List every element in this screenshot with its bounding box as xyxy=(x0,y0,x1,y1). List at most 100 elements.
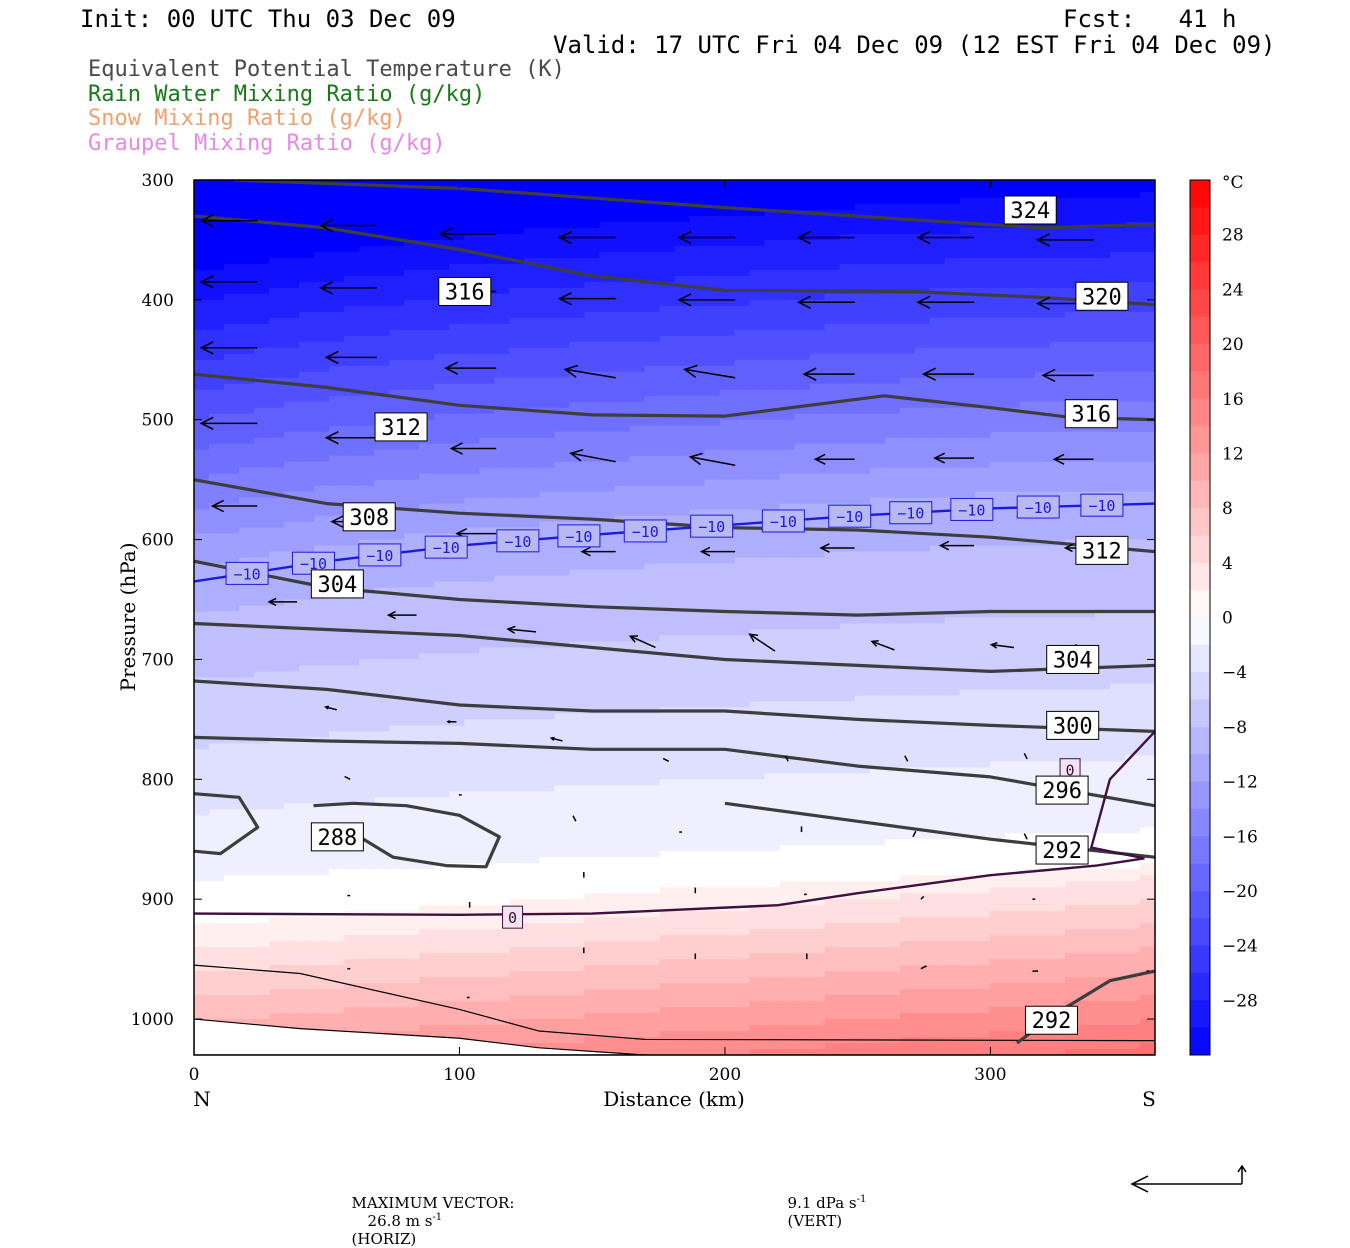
temperature-cell xyxy=(494,233,510,241)
temperature-cell xyxy=(674,851,691,858)
temperature-cell xyxy=(389,593,405,601)
temperature-cell xyxy=(539,293,555,301)
temperature-cell xyxy=(389,647,405,655)
temperature-cell xyxy=(239,893,255,900)
temperature-cell xyxy=(389,239,405,247)
temperature-cell xyxy=(299,431,315,439)
temperature-cell xyxy=(209,869,225,876)
temperature-cell xyxy=(209,389,225,397)
temperature-cell xyxy=(539,533,555,541)
temperature-cell xyxy=(284,989,300,996)
temperature-cell xyxy=(629,929,646,936)
temperature-cell xyxy=(329,941,345,948)
temperature-cell xyxy=(689,917,706,924)
temperature-cell xyxy=(374,587,390,595)
temperature-cell xyxy=(599,293,616,301)
temperature-cell xyxy=(359,335,375,343)
temperature-cell xyxy=(194,437,210,445)
temperature-cell xyxy=(254,689,270,697)
temperature-cell xyxy=(614,287,631,295)
temperature-cell xyxy=(449,251,465,259)
temperature-cell xyxy=(434,491,450,499)
temperature-cell xyxy=(329,305,345,313)
temperature-cell xyxy=(524,185,540,193)
temperature-cell xyxy=(554,611,570,619)
temperature-cell xyxy=(599,353,616,361)
temperature-cell xyxy=(584,623,601,631)
temperature-cell xyxy=(524,695,540,703)
temperature-cell xyxy=(314,995,330,1002)
temperature-cell xyxy=(284,539,300,547)
temperature-cell xyxy=(314,461,330,469)
temperature-cell xyxy=(569,809,586,816)
temperature-cell xyxy=(224,587,240,595)
temperature-cell xyxy=(599,1031,616,1038)
temperature-cell xyxy=(539,1043,555,1050)
temperature-cell xyxy=(434,953,450,960)
temperature-cell xyxy=(254,527,270,535)
temperature-cell xyxy=(539,221,555,229)
temperature-cell xyxy=(479,665,495,673)
temperature-cell xyxy=(569,371,586,379)
temperature-cell xyxy=(689,455,706,463)
temperature-cell xyxy=(584,491,601,499)
temperature-cell xyxy=(374,839,390,846)
temperature-cell xyxy=(494,929,510,936)
temperature-cell xyxy=(479,695,495,703)
temperature-cell xyxy=(479,989,495,996)
temperature-cell xyxy=(449,665,465,673)
temperature-cell xyxy=(524,275,540,283)
temperature-cell xyxy=(434,251,450,259)
temperature-cell xyxy=(449,767,465,774)
temperature-cell xyxy=(509,491,525,499)
temperature-cell xyxy=(479,779,495,786)
temperature-cell xyxy=(374,1001,390,1008)
temperature-cell xyxy=(209,180,225,187)
temperature-cell xyxy=(254,509,270,517)
temperature-cell xyxy=(449,821,465,828)
temperature-cell xyxy=(314,941,330,948)
temperature-cell xyxy=(524,359,540,367)
temperature-cell xyxy=(404,359,420,367)
temperature-cell xyxy=(344,965,360,972)
temperature-cell xyxy=(359,899,375,906)
temperature-cell xyxy=(419,725,435,732)
temperature-cell xyxy=(449,425,465,433)
temperature-cell xyxy=(689,665,706,673)
temperature-cell xyxy=(329,605,345,613)
temperature-cell xyxy=(434,353,450,361)
temperature-cell xyxy=(659,683,676,691)
temperature-cell xyxy=(284,347,300,355)
temperature-cell xyxy=(314,365,330,373)
temperature-cell xyxy=(524,875,540,882)
temperature-cell xyxy=(404,1007,420,1014)
temperature-cell xyxy=(329,677,345,685)
temperature-cell xyxy=(359,180,375,187)
temperature-cell xyxy=(374,635,390,643)
temperature-cell xyxy=(524,791,540,798)
temperature-cell xyxy=(569,935,586,942)
temperature-cell xyxy=(569,701,586,708)
temperature-cell xyxy=(569,947,586,954)
temperature-cell xyxy=(464,203,480,211)
temperature-cell xyxy=(584,857,601,864)
temperature-cell xyxy=(659,935,676,942)
temperature-cell xyxy=(509,521,525,529)
temperature-cell xyxy=(644,365,661,373)
temperature-cell xyxy=(479,731,495,738)
temperature-cell xyxy=(404,215,420,223)
temperature-cell xyxy=(689,845,706,852)
temperature-cell xyxy=(614,305,631,313)
temperature-cell xyxy=(359,1013,375,1020)
temperature-cell xyxy=(674,677,691,685)
temperature-cell xyxy=(569,485,586,493)
temperature-cell xyxy=(194,953,210,960)
temperature-cell xyxy=(389,809,405,816)
temperature-cell xyxy=(374,665,390,673)
temperature-cell xyxy=(284,329,300,337)
temperature-cell xyxy=(494,389,510,397)
temperature-cell xyxy=(614,665,631,673)
temperature-cell xyxy=(659,971,676,978)
temperature-cell xyxy=(224,377,240,385)
temperature-cell xyxy=(644,959,661,966)
